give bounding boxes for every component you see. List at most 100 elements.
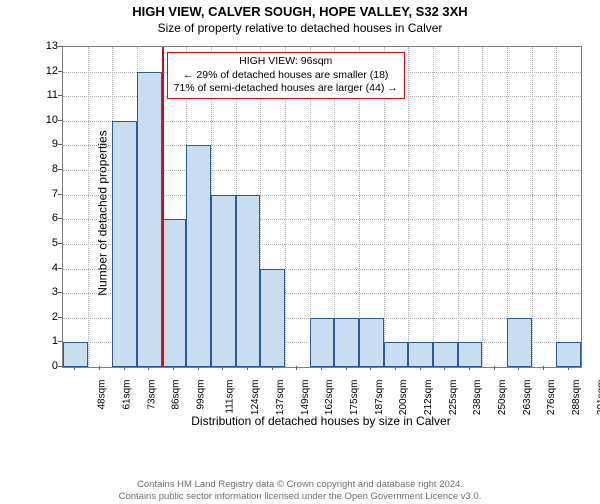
ytick-mark <box>58 292 62 293</box>
xtick-label: 162sqm <box>324 380 335 416</box>
xtick-label: 61sqm <box>122 380 133 410</box>
ytick-label: 3 <box>38 286 58 298</box>
xtick-label: 124sqm <box>250 380 261 416</box>
xtick-mark <box>543 366 544 370</box>
ytick-label: 11 <box>38 89 58 101</box>
xtick-label: 149sqm <box>300 380 311 416</box>
xtick-mark <box>444 366 445 370</box>
chart-title-main: HIGH VIEW, CALVER SOUGH, HOPE VALLEY, S3… <box>0 4 600 19</box>
marker-line <box>162 47 164 367</box>
ytick-label: 1 <box>38 335 58 347</box>
footer-line-1: Contains HM Land Registry data © Crown c… <box>0 479 600 490</box>
xtick-label: 111sqm <box>224 380 235 414</box>
xtick-label: 225sqm <box>448 380 459 416</box>
histogram-bar <box>384 342 409 367</box>
xtick-mark <box>173 366 174 370</box>
xtick-label: 250sqm <box>497 380 508 416</box>
ytick-label: 7 <box>38 188 58 200</box>
ytick-mark <box>58 120 62 121</box>
histogram-bar <box>556 342 581 367</box>
histogram-bar <box>458 342 483 367</box>
annotation-line: 71% of semi-detached houses are larger (… <box>174 82 398 96</box>
xtick-mark <box>346 366 347 370</box>
histogram-bar <box>137 72 162 367</box>
ytick-label: 6 <box>38 212 58 224</box>
xtick-label: 212sqm <box>423 380 434 416</box>
xtick-label: 200sqm <box>398 380 409 416</box>
xtick-label: 187sqm <box>374 380 385 416</box>
ytick-mark <box>58 366 62 367</box>
histogram-bar <box>334 318 359 367</box>
ytick-mark <box>58 71 62 72</box>
xtick-label: 263sqm <box>522 380 533 416</box>
ytick-mark <box>58 144 62 145</box>
histogram-bar <box>186 145 211 367</box>
histogram-bar <box>408 342 433 367</box>
xtick-mark <box>370 366 371 370</box>
histogram-bar <box>433 342 458 367</box>
ytick-label: 8 <box>38 163 58 175</box>
xtick-label: 73sqm <box>146 380 157 410</box>
ytick-mark <box>58 341 62 342</box>
annotation-line: ← 29% of detached houses are smaller (18… <box>174 69 398 83</box>
ytick-mark <box>58 95 62 96</box>
xtick-mark <box>74 366 75 370</box>
xtick-mark <box>518 366 519 370</box>
ytick-label: 12 <box>38 65 58 77</box>
ytick-mark <box>58 194 62 195</box>
xtick-label: 99sqm <box>196 380 207 410</box>
xtick-mark <box>395 366 396 370</box>
ytick-label: 10 <box>38 114 58 126</box>
ytick-label: 0 <box>38 360 58 372</box>
histogram-bar <box>112 121 137 367</box>
gridline-v <box>458 47 459 367</box>
xtick-mark <box>272 366 273 370</box>
xtick-label: 86sqm <box>171 380 182 410</box>
ytick-label: 9 <box>38 138 58 150</box>
xtick-mark <box>198 366 199 370</box>
xtick-label: 175sqm <box>349 380 360 416</box>
footer-attribution: Contains HM Land Registry data © Crown c… <box>0 479 600 502</box>
annotation-box: HIGH VIEW: 96sqm← 29% of detached houses… <box>167 52 405 99</box>
xtick-mark <box>420 366 421 370</box>
ytick-mark <box>58 268 62 269</box>
xtick-mark <box>148 366 149 370</box>
ytick-mark <box>58 46 62 47</box>
xtick-mark <box>568 366 569 370</box>
xtick-mark <box>494 366 495 370</box>
gridline-v <box>88 47 89 367</box>
annotation-line: HIGH VIEW: 96sqm <box>174 55 398 69</box>
gridline-v <box>482 47 483 367</box>
ytick-label: 13 <box>38 40 58 52</box>
gridline-v <box>556 47 557 367</box>
histogram-bar <box>310 318 335 367</box>
xtick-label: 301sqm <box>596 380 600 416</box>
xtick-label: 288sqm <box>571 380 582 416</box>
chart-title-sub: Size of property relative to detached ho… <box>0 21 600 35</box>
ytick-label: 2 <box>38 311 58 323</box>
xtick-mark <box>247 366 248 370</box>
xtick-label: 48sqm <box>97 380 108 410</box>
xtick-mark <box>99 366 100 370</box>
footer-line-2: Contains public sector information licen… <box>0 491 600 502</box>
histogram-bar <box>63 342 88 367</box>
ytick-mark <box>58 218 62 219</box>
gridline-v <box>433 47 434 367</box>
ytick-mark <box>58 169 62 170</box>
histogram-bar <box>236 195 261 367</box>
histogram-bar <box>211 195 236 367</box>
ytick-label: 5 <box>38 237 58 249</box>
xtick-label: 276sqm <box>546 380 557 416</box>
xtick-label: 238sqm <box>472 380 483 416</box>
xtick-mark <box>469 366 470 370</box>
histogram-bar <box>359 318 384 367</box>
histogram-bar <box>507 318 532 367</box>
x-axis-label: Distribution of detached houses by size … <box>62 414 580 428</box>
xtick-mark <box>124 366 125 370</box>
histogram-bar <box>260 269 285 367</box>
histogram-bar <box>162 219 187 367</box>
xtick-label: 137sqm <box>275 380 286 416</box>
chart-container: Number of detached properties 0123456789… <box>40 46 580 426</box>
xtick-mark <box>222 366 223 370</box>
ytick-mark <box>58 317 62 318</box>
